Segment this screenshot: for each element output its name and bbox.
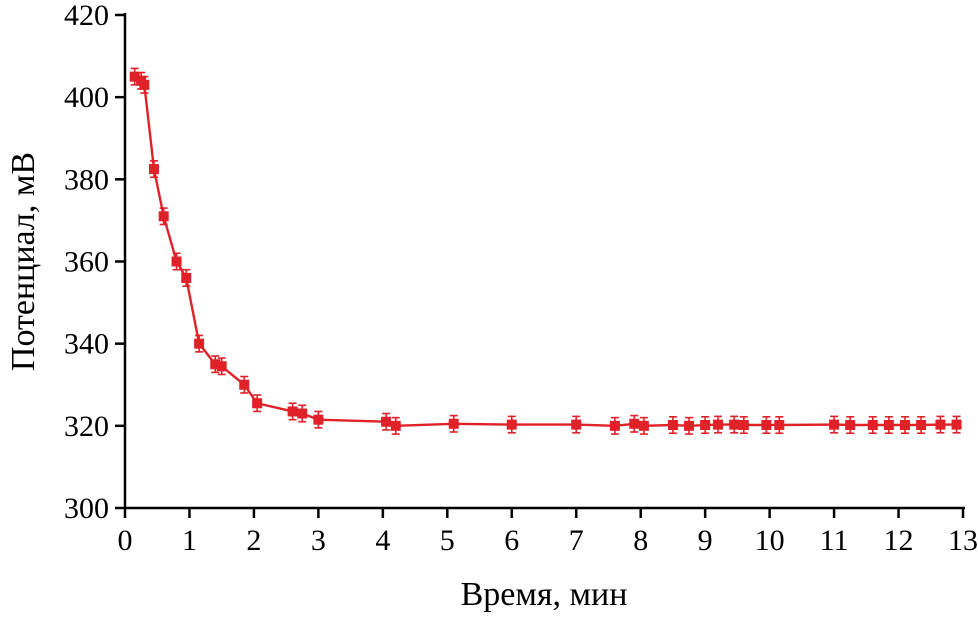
data-point <box>738 420 749 431</box>
data-point <box>139 79 150 90</box>
data-point <box>194 338 205 349</box>
y-tick-label: 300 <box>64 492 109 525</box>
y-tick-label: 400 <box>64 81 109 114</box>
data-point <box>935 419 946 430</box>
data-point <box>609 420 620 431</box>
data-point <box>829 419 840 430</box>
x-tick-label: 8 <box>633 524 648 557</box>
data-point <box>845 420 856 431</box>
x-tick-label: 4 <box>375 524 390 557</box>
x-tick-label: 13 <box>948 524 978 557</box>
data-point <box>629 418 640 429</box>
data-point <box>287 406 298 417</box>
data-point <box>297 408 308 419</box>
data-point <box>149 164 160 175</box>
data-point <box>506 419 517 430</box>
data-point <box>216 361 227 372</box>
data-point <box>381 416 392 427</box>
x-axis-title: Время, мин <box>461 576 628 613</box>
x-tick-label: 7 <box>569 524 584 557</box>
data-point <box>684 420 695 431</box>
data-point <box>448 418 459 429</box>
x-tick-label: 12 <box>884 524 914 557</box>
data-point <box>239 379 250 390</box>
x-tick-label: 6 <box>504 524 519 557</box>
y-tick-label: 380 <box>64 163 109 196</box>
data-point <box>171 256 182 267</box>
data-point <box>210 359 221 370</box>
x-tick-label: 10 <box>755 524 785 557</box>
data-point <box>571 419 582 430</box>
data-point <box>899 420 910 431</box>
data-point <box>713 419 724 430</box>
x-tick-label: 3 <box>311 524 326 557</box>
data-point <box>867 420 878 431</box>
data-point <box>761 420 772 431</box>
data-point <box>700 420 711 431</box>
data-point <box>774 420 785 431</box>
data-point <box>667 420 678 431</box>
y-tick-label: 340 <box>64 328 109 361</box>
x-tick-label: 5 <box>440 524 455 557</box>
x-tick-label: 9 <box>698 524 713 557</box>
y-tick-label: 320 <box>64 410 109 443</box>
y-tick-label: 420 <box>64 0 109 32</box>
data-point <box>390 420 401 431</box>
data-point <box>181 272 192 283</box>
data-line <box>133 75 958 428</box>
data-point <box>158 211 169 222</box>
x-tick-label: 11 <box>820 524 849 557</box>
data-point <box>951 419 962 430</box>
data-point <box>729 419 740 430</box>
y-axis-title: Потенциал, мВ <box>5 152 42 371</box>
x-tick-label: 1 <box>182 524 197 557</box>
x-tick-label: 0 <box>118 524 133 557</box>
data-point <box>883 420 894 431</box>
data-point <box>638 420 649 431</box>
data-point <box>129 71 140 82</box>
x-tick-label: 2 <box>246 524 261 557</box>
y-tick-label: 360 <box>64 246 109 279</box>
data-point <box>916 420 927 431</box>
data-point <box>252 398 263 409</box>
data-point <box>313 414 324 425</box>
